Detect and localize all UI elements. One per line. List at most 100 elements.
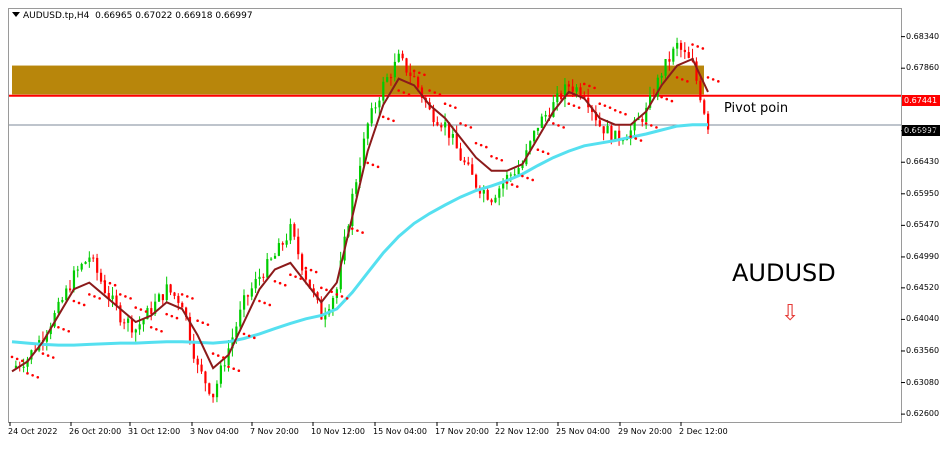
- candle-body: [22, 366, 25, 368]
- sar-dot: [82, 303, 86, 307]
- candle-body: [529, 141, 532, 151]
- candle-body: [707, 113, 710, 130]
- sar-dot: [361, 231, 364, 234]
- sar-dot: [304, 266, 308, 270]
- candle-body: [467, 162, 470, 165]
- fast-moving-average: [11, 57, 709, 373]
- sar-dot: [479, 143, 483, 147]
- y-tick-label: 0.63080: [906, 377, 940, 387]
- sar-dot: [93, 295, 96, 298]
- candle-body: [53, 312, 56, 327]
- sar-dot: [211, 352, 215, 355]
- resistance-zone: [12, 65, 704, 95]
- sar-dot: [717, 80, 720, 83]
- candle-body: [192, 340, 195, 359]
- candle-body: [254, 278, 257, 289]
- sar-dot: [294, 275, 297, 278]
- sar-dot: [36, 375, 40, 379]
- candle-body: [629, 130, 632, 139]
- candle-body: [150, 308, 153, 314]
- sar-dot: [134, 306, 138, 309]
- sar-dot: [711, 78, 715, 81]
- candle-body: [571, 86, 574, 92]
- candle-body: [127, 318, 130, 323]
- candle-body: [61, 299, 64, 302]
- sar-dot: [433, 91, 437, 94]
- x-tick-label: 24 Oct 2022: [8, 427, 58, 436]
- candle-body: [637, 119, 640, 121]
- sar-dot: [392, 119, 395, 123]
- candle-body: [84, 261, 87, 264]
- sar-dot: [124, 295, 127, 298]
- candle-body: [660, 75, 663, 78]
- sar-dot: [144, 310, 148, 313]
- candle-body: [204, 371, 207, 384]
- sar-dot: [15, 357, 19, 361]
- sar-dot: [443, 102, 447, 106]
- candle-body: [606, 125, 609, 134]
- candle-body: [119, 305, 122, 323]
- candle-body: [111, 295, 114, 300]
- candle-body: [649, 94, 652, 108]
- sar-dot: [567, 102, 571, 106]
- candle-body: [304, 270, 308, 280]
- collapse-triangle-icon[interactable]: [12, 12, 20, 17]
- candle-body: [509, 174, 512, 176]
- candle-body: [223, 365, 226, 367]
- y-tick-label: 0.65470: [906, 220, 940, 230]
- candle-body: [583, 96, 586, 98]
- sar-dot: [253, 336, 256, 340]
- candle-body: [308, 279, 311, 289]
- sar-dot: [160, 329, 163, 333]
- sar-dot: [273, 279, 277, 283]
- candle-body: [401, 53, 404, 59]
- candle-body: [382, 81, 385, 101]
- candle-body: [656, 77, 659, 97]
- sar-dot: [624, 112, 627, 116]
- sar-dot: [577, 106, 581, 109]
- candle-body: [169, 284, 172, 293]
- sar-dot: [325, 288, 328, 292]
- sar-dot: [149, 325, 153, 329]
- sar-dot: [619, 110, 622, 114]
- candle-body: [312, 288, 315, 293]
- candle-body: [652, 94, 656, 97]
- candle-body: [409, 72, 412, 76]
- current-price-tag: 0.66997: [902, 125, 940, 136]
- candle-body: [621, 140, 625, 142]
- sar-dot: [247, 334, 251, 338]
- sar-dot: [67, 329, 71, 333]
- candle-body: [393, 61, 396, 78]
- sar-dot: [232, 367, 235, 371]
- candle-body: [579, 87, 582, 97]
- sar-dot: [299, 277, 303, 280]
- candle-body: [362, 138, 366, 166]
- sar-dot: [459, 122, 462, 125]
- sar-dot: [448, 104, 452, 107]
- candle-body: [138, 324, 141, 330]
- candle-body: [339, 260, 342, 290]
- sar-dot: [222, 356, 225, 359]
- x-tick-label: 25 Nov 04:00: [556, 427, 610, 436]
- slow-moving-average: [11, 123, 708, 347]
- pivot-annotation: Pivot poin: [724, 101, 789, 116]
- sar-dot: [680, 78, 684, 81]
- sar-dot: [588, 84, 591, 88]
- sar-dot: [283, 283, 287, 287]
- sar-dot: [474, 141, 478, 145]
- candle-body: [486, 190, 489, 200]
- candle-body: [293, 224, 296, 237]
- y-tick-label: 0.67860: [906, 63, 940, 73]
- candle-body: [165, 284, 168, 301]
- candle-body: [177, 295, 180, 303]
- sar-dot: [51, 356, 55, 359]
- candle-body: [188, 316, 192, 341]
- candle-body: [181, 302, 184, 308]
- sar-dot: [649, 124, 653, 127]
- candle-body: [92, 257, 95, 259]
- sar-dot: [428, 89, 431, 92]
- sar-dot: [526, 176, 529, 180]
- candle-body: [498, 188, 501, 198]
- sar-dot: [26, 372, 29, 375]
